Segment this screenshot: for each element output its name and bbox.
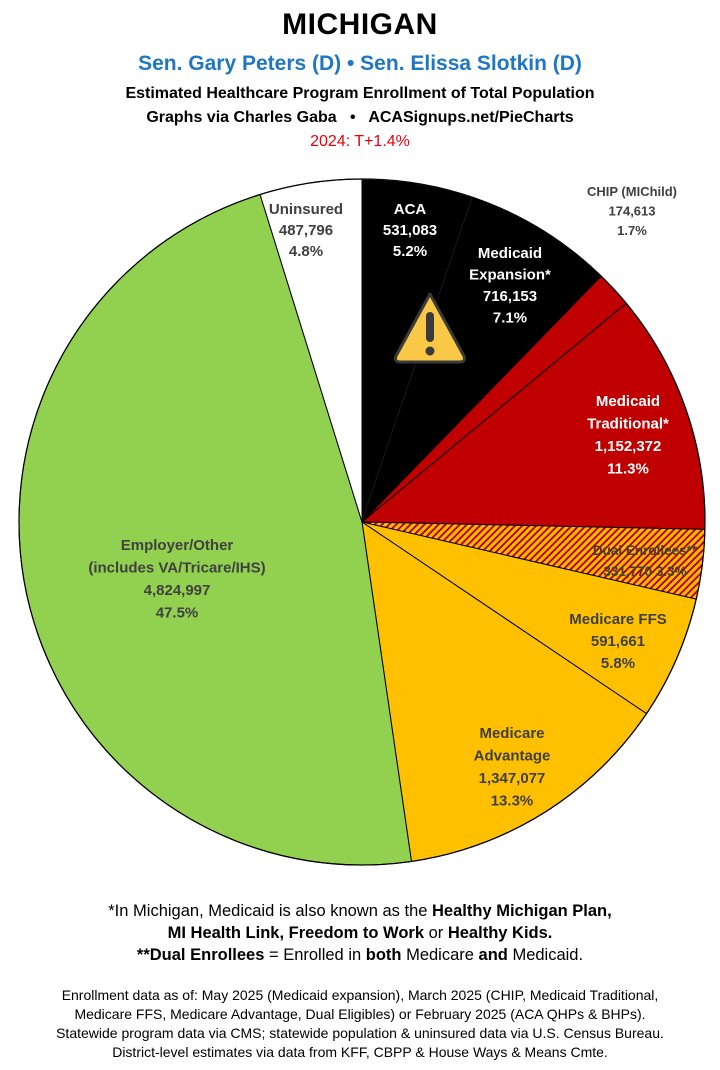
footnote-bold: **Dual Enrollees [136, 946, 265, 964]
source-line: Medicare FFS, Medicare Advantage, Dual E… [74, 1006, 646, 1022]
slice-percent: 5.2% [393, 243, 427, 260]
footnote-text: = Enrolled in [264, 946, 366, 964]
election-margin: 2024: T+1.4% [310, 133, 410, 150]
pie-outline [18, 178, 706, 866]
slice-label: ACA [394, 201, 427, 218]
slice-percent: 4.8% [289, 243, 323, 260]
slice-label: CHIP (MIChild) [587, 184, 677, 199]
slice-percent: 47.5% [156, 605, 199, 622]
senators: Sen. Gary Peters (D) • Sen. Elissa Slotk… [138, 52, 582, 75]
slice-label: Medicare [479, 725, 544, 742]
slice-label: Dual Enrollees** [593, 543, 698, 558]
slice-percent: 1.7% [617, 223, 647, 238]
slice-label: Medicaid [478, 245, 542, 262]
slice-label: Expansion* [469, 267, 551, 284]
slice-value: 591,661 [591, 633, 645, 650]
slice-percent: 7.1% [493, 310, 527, 327]
slice-label: (includes VA/Tricare/IHS) [88, 560, 265, 577]
footnote-bold: both [365, 946, 402, 964]
slice-value: 174,613 [609, 204, 656, 219]
footnote-text: Medicare [401, 946, 479, 964]
chart-subtitle: Estimated Healthcare Program Enrollment … [125, 85, 595, 102]
credit-line: Graphs via Charles Gaba • ACASignups.net… [146, 109, 574, 126]
warning-icon [394, 292, 466, 364]
slice-value: 4,824,997 [144, 582, 211, 599]
sources: Enrollment data as of: May 2025 (Medicai… [0, 986, 720, 1062]
footnote-bold: Healthy Kids. [447, 924, 553, 942]
footnote-text: *In Michigan, Medicaid is also known as … [108, 902, 433, 920]
slice-label: Traditional* [587, 416, 669, 433]
footnote-bold: Healthy Michigan Plan, [432, 902, 612, 920]
footnote-text: Medicaid. [507, 946, 584, 964]
slice-value: 531,083 [383, 222, 437, 239]
slice-percent: 11.3% [607, 461, 649, 478]
footnote: *In Michigan, Medicaid is also known as … [0, 900, 720, 966]
slice-label: Medicare FFS [569, 611, 667, 628]
source-line: Statewide program data via CMS; statewid… [56, 1025, 664, 1041]
chart-title: MICHIGAN [282, 8, 438, 41]
slice-value: 716,153 [483, 288, 537, 305]
slice-percent: 5.8% [601, 655, 635, 672]
slice-percent: 13.3% [491, 793, 534, 810]
pie-chart: ACA 531,083 5.2% Medicaid Expansion* 716,153 7… [18, 178, 706, 866]
slice-label: Uninsured [269, 201, 343, 218]
slice-label: Advantage [474, 748, 551, 765]
source-line: Enrollment data as of: May 2025 (Medicai… [61, 987, 659, 1003]
footnote-bold: MI Health Link, Freedom to Work [167, 924, 424, 942]
source-line: District-level estimates via data from K… [112, 1044, 608, 1060]
slice-label: Employer/Other [121, 537, 234, 554]
slice-value: 487,796 [279, 222, 333, 239]
slice-value: 1,347,077 [479, 770, 546, 787]
slice-label: Medicaid [596, 393, 660, 410]
footnote-bold: and [478, 946, 508, 964]
slice-value: 331,770 3.3% [603, 564, 686, 579]
footnote-text: or [424, 924, 448, 942]
slice-value: 1,152,372 [595, 438, 662, 455]
